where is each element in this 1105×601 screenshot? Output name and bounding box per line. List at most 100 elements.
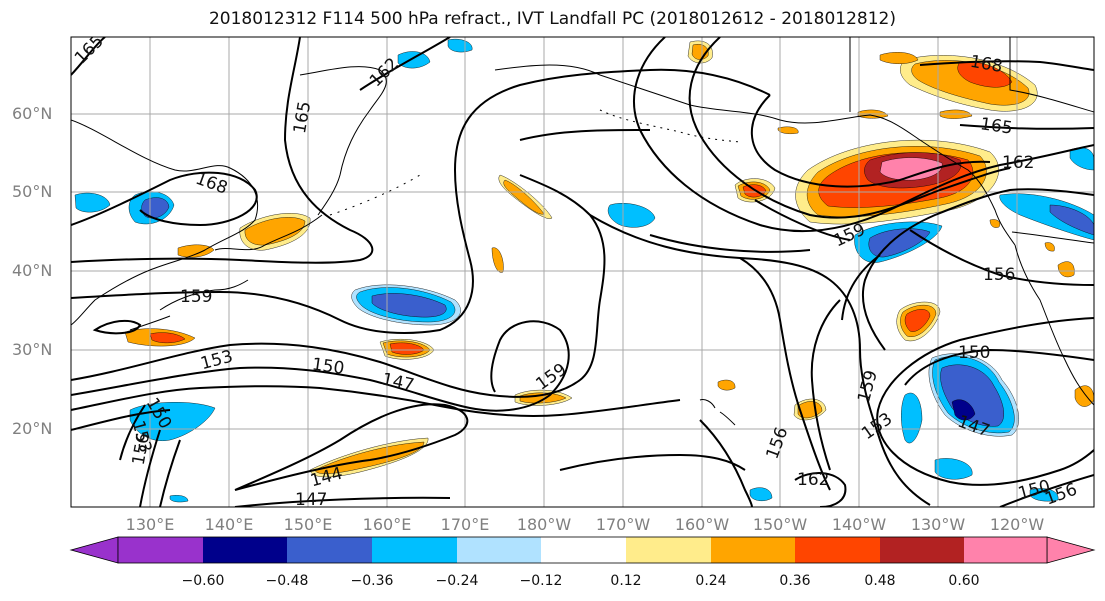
shade-negative-region: [397, 51, 431, 69]
contour-line: [649, 199, 851, 253]
colorbar: [69, 536, 1096, 564]
lon-label: 150°E: [283, 515, 333, 534]
contour-line: [519, 129, 651, 141]
colorbar-extend-high: [1046, 536, 1096, 564]
colorbar-segment: [795, 537, 880, 563]
contour-label: 162: [797, 470, 829, 490]
contour-line: [861, 188, 1094, 351]
contour-label: 156: [983, 265, 1015, 285]
shade-positive-region: [717, 379, 736, 391]
contour-line: [71, 171, 258, 227]
shade-negative-region: [749, 487, 773, 502]
contour-label: 159: [180, 287, 212, 307]
coastline-japan: [129, 214, 323, 331]
lon-label: 140°W: [831, 515, 887, 534]
colorbar-tick-label: −0.24: [435, 573, 479, 589]
contour-line: [71, 68, 771, 334]
contour-line: [699, 419, 753, 507]
contour-line: [234, 496, 451, 507]
contour-label: 147: [295, 490, 327, 510]
lon-label: 130°E: [125, 515, 175, 534]
contour-label: 150: [958, 343, 990, 363]
contour-line: [71, 385, 681, 417]
contour-line: [750, 94, 991, 188]
contour-line: [92, 319, 142, 335]
lon-label: 140°E: [204, 515, 254, 534]
colorbar-segment: [203, 537, 287, 563]
colorbar-segment: [457, 537, 541, 563]
coastline-alaska: [494, 64, 1016, 246]
shade-positive-region: [149, 332, 186, 344]
coastline-north-america: [1014, 244, 1094, 406]
contour-line: [359, 37, 451, 91]
shade-negative-region: [1029, 488, 1059, 502]
shading-layer: [74, 38, 1094, 503]
shade-negative-region: [447, 38, 473, 53]
lat-label-20n: 20°N: [12, 419, 53, 438]
shade-negative-region: [371, 293, 447, 318]
coastline-islands: [329, 174, 421, 216]
gridlines: [71, 37, 1094, 507]
colorbar-segment: [372, 537, 457, 563]
lon-label: 150°W: [752, 515, 808, 534]
contour-lines: [71, 37, 1094, 507]
contour-line: [909, 229, 1094, 286]
colorbar-segment: [880, 537, 964, 563]
coastline-kamchatka: [299, 66, 387, 216]
contour-line: [139, 429, 161, 507]
contour-line: [810, 299, 841, 471]
contour-line: [119, 404, 146, 461]
lon-label: 130°W: [910, 515, 966, 534]
shade-positive-region: [989, 219, 1001, 228]
contour-line: [999, 474, 1094, 507]
shade-positive-region: [1057, 261, 1075, 278]
colorbar-tick-label: −0.60: [181, 573, 225, 589]
shade-negative-region: [607, 203, 656, 228]
shade-positive-region: [244, 217, 306, 246]
colorbar-segment: [287, 537, 372, 563]
contour-line: [739, 257, 831, 491]
colorbar-tick-label: 0.60: [948, 573, 980, 589]
contour-label: 162: [1002, 153, 1034, 173]
shade-negative-region: [74, 192, 111, 213]
colorbar-segment: [118, 537, 203, 563]
lat-label-30n: 30°N: [12, 340, 53, 359]
lon-label: 120°W: [989, 515, 1045, 534]
shade-negative-region: [169, 495, 189, 503]
shade-positive-region: [503, 179, 545, 215]
shade-positive-region: [491, 247, 504, 273]
lon-label: 160°E: [362, 515, 412, 534]
shade-positive-region: [177, 244, 215, 258]
colorbar-frame: [117, 536, 1048, 564]
colorbar-tick-label: 0.12: [610, 573, 642, 589]
colorbar-segment: [626, 537, 711, 563]
contour-line: [919, 60, 1094, 71]
coastline-hawaii: [699, 399, 736, 426]
colorbar-extend-low: [69, 536, 119, 564]
coastlines: [71, 37, 1094, 426]
colorbar-segment: [964, 537, 1047, 563]
contour-line: [71, 174, 606, 398]
contour-line: [876, 317, 1094, 486]
map-title: 2018012312 F114 500 hPa refract., IVT La…: [208, 9, 896, 29]
plot-area: [71, 37, 1094, 507]
shade-negative-region: [934, 458, 973, 480]
colorbar-tick-label: 0.36: [779, 573, 811, 589]
shade-positive-region: [904, 309, 931, 332]
colorbar-tick-label: 0.24: [695, 573, 727, 589]
border-canada: [849, 37, 1094, 244]
colorbar-tick-label: −0.36: [350, 573, 394, 589]
contour-label: 165: [979, 114, 1014, 138]
contour-line: [159, 439, 181, 507]
shade-positive-region: [957, 61, 1013, 88]
lon-label: 170°W: [595, 515, 651, 534]
lon-label: 180°W: [516, 515, 572, 534]
contour-line: [559, 453, 746, 471]
contour-line: [234, 403, 469, 491]
shade-positive-region: [879, 52, 919, 64]
lat-label-50n: 50°N: [12, 182, 53, 201]
shade-negative-region: [999, 193, 1094, 241]
plot-frame: [70, 36, 1095, 508]
contour-line: [71, 409, 171, 431]
